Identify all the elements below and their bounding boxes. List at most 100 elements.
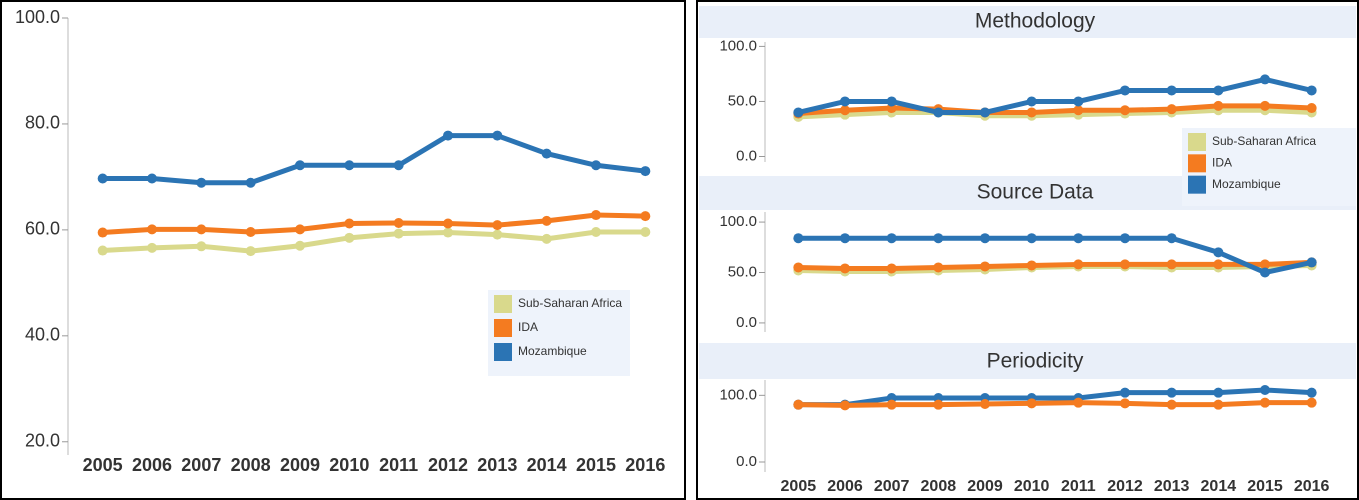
- point: [1306, 387, 1317, 398]
- point: [840, 400, 850, 411]
- x-tick-label: 2010: [1014, 478, 1050, 495]
- point: [97, 227, 108, 238]
- series-line: [798, 259, 1312, 271]
- point: [793, 107, 804, 118]
- x-tick-label: 2013: [1154, 478, 1190, 495]
- point: [1213, 100, 1224, 111]
- x-tick-label: 2008: [231, 455, 271, 475]
- point: [1120, 387, 1130, 398]
- legend-swatch: [1188, 154, 1206, 173]
- point: [1026, 260, 1037, 271]
- point: [393, 160, 404, 171]
- x-tick-label: 2009: [967, 478, 1003, 495]
- point: [1166, 85, 1177, 96]
- point: [344, 218, 355, 229]
- point: [793, 233, 804, 244]
- y-tick-label: 0.0: [736, 453, 757, 470]
- point: [245, 246, 256, 257]
- point: [1120, 233, 1130, 244]
- point: [1213, 247, 1224, 258]
- x-tick-label: 2007: [874, 478, 910, 495]
- point: [1073, 105, 1084, 116]
- point: [541, 148, 552, 159]
- series-line: [798, 107, 1312, 120]
- point: [1213, 85, 1224, 96]
- series-line: [798, 103, 1312, 117]
- point: [886, 96, 897, 107]
- point: [1213, 399, 1224, 410]
- x-tick-label: 2006: [132, 455, 172, 475]
- point: [980, 261, 990, 272]
- x-tick-label: 2014: [527, 455, 567, 475]
- point: [196, 177, 207, 188]
- point: [147, 242, 157, 253]
- legend-swatch: [1188, 133, 1206, 151]
- point: [980, 233, 990, 244]
- y-tick-label: 100.0: [719, 213, 757, 230]
- point: [492, 229, 503, 240]
- y-tick-label: 100.0: [719, 37, 757, 54]
- point: [933, 399, 944, 410]
- y-tick-label: 50.0: [728, 92, 757, 109]
- point: [591, 210, 601, 221]
- point: [980, 107, 990, 118]
- point: [1306, 85, 1317, 96]
- point: [245, 177, 256, 188]
- y-tick-label: 20.0: [25, 431, 60, 451]
- legend-swatch: [494, 343, 512, 361]
- point: [1306, 397, 1317, 408]
- point: [1260, 100, 1270, 111]
- x-tick-label: 2006: [827, 478, 863, 495]
- x-tick-label: 2010: [329, 455, 369, 475]
- legend-label: Sub-Saharan Africa: [1212, 134, 1316, 148]
- point: [640, 166, 651, 177]
- series-line: [798, 235, 1313, 276]
- y-tick-label: 80.0: [25, 113, 60, 133]
- point: [1213, 259, 1224, 270]
- y-tick-label: 0.0: [736, 314, 757, 331]
- legend-swatch: [494, 295, 512, 313]
- point: [1213, 387, 1224, 398]
- point: [245, 226, 256, 237]
- title-band: [699, 343, 1356, 379]
- legend-label: Sub-Saharan Africa: [518, 296, 622, 310]
- point: [933, 107, 944, 118]
- point: [443, 130, 453, 141]
- point: [1166, 387, 1177, 398]
- point: [97, 245, 108, 256]
- series-line: [798, 400, 1312, 408]
- series-line: [102, 212, 646, 236]
- legend-label: IDA: [518, 320, 538, 334]
- x-tick-label: 2007: [181, 455, 221, 475]
- point: [1026, 233, 1037, 244]
- point: [1120, 85, 1130, 96]
- x-tick-label: 2016: [625, 455, 665, 475]
- x-tick-label: 2016: [1294, 478, 1330, 495]
- point: [1026, 398, 1037, 409]
- point: [1260, 259, 1270, 270]
- point: [1073, 96, 1084, 107]
- chart-title: Source Data: [977, 181, 1094, 204]
- y-tick-label: 40.0: [25, 325, 60, 345]
- x-tick-label: 2005: [83, 455, 123, 475]
- point: [1026, 96, 1037, 107]
- point: [443, 227, 453, 238]
- x-tick-label: 2011: [379, 455, 418, 475]
- point: [196, 241, 207, 252]
- point: [591, 226, 601, 237]
- point: [840, 105, 850, 116]
- legend-label: IDA: [1212, 156, 1232, 170]
- point: [1026, 107, 1037, 118]
- y-tick-label: 60.0: [25, 219, 60, 239]
- point: [886, 399, 897, 410]
- y-tick-label: 50.0: [728, 263, 757, 280]
- point: [393, 228, 404, 239]
- point: [1120, 105, 1130, 116]
- legend-label: Mozambique: [1212, 177, 1281, 191]
- series-line: [102, 133, 646, 186]
- point: [1166, 233, 1177, 244]
- point: [840, 233, 850, 244]
- point: [295, 240, 305, 251]
